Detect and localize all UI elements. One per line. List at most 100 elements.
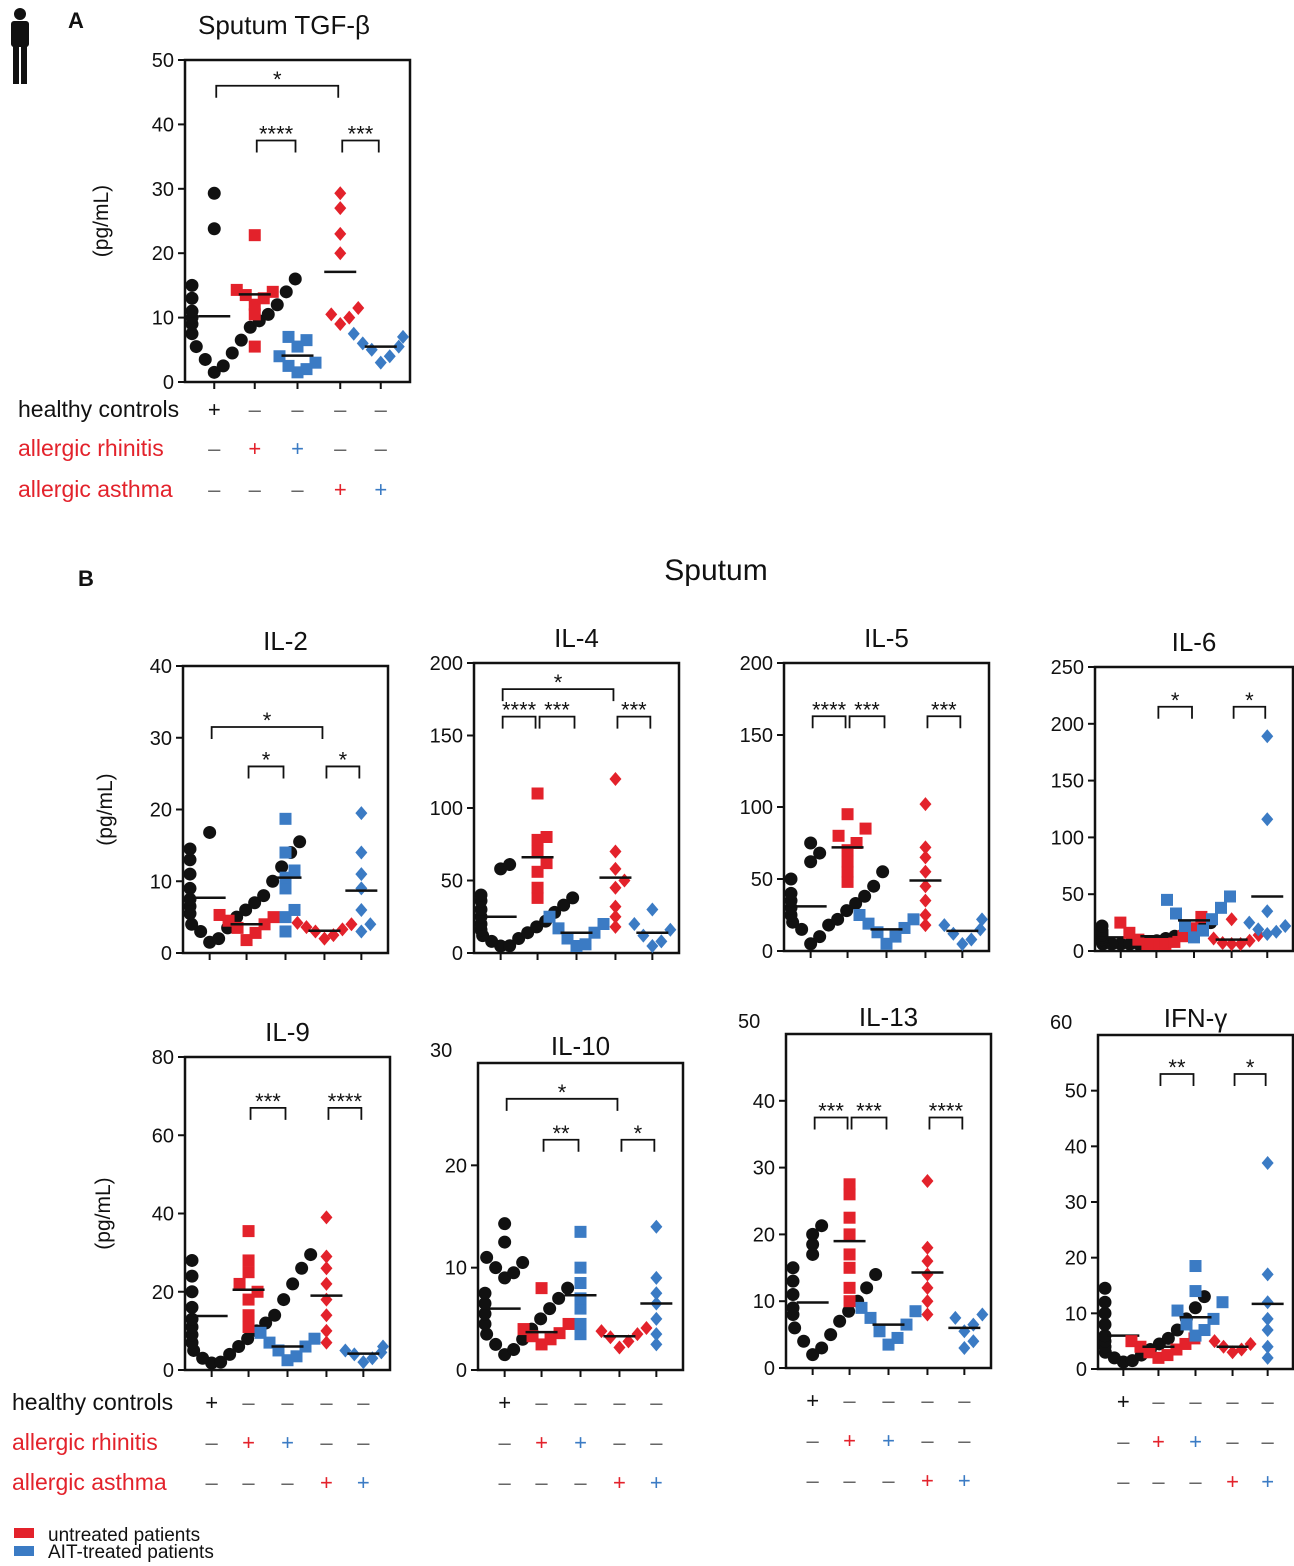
data-point-diamond: [631, 1327, 644, 1342]
y-tick-label: 0: [163, 372, 174, 394]
data-point-diamond: [640, 1321, 653, 1336]
data-point-square: [242, 1309, 255, 1322]
data-point-diamond: [1243, 933, 1256, 948]
significance-label: ***: [255, 1089, 281, 1114]
data-point-square: [242, 1225, 255, 1238]
group-sign-healthy: –: [958, 1388, 971, 1413]
data-point-diamond: [355, 867, 368, 882]
group-sign-rhinitis: –: [1262, 1429, 1275, 1454]
significance-bracket: [926, 715, 962, 729]
significance-bracket: [501, 688, 615, 702]
significance-label: ***: [931, 697, 957, 722]
data-point-circle: [189, 340, 203, 354]
data-point-diamond: [595, 1324, 608, 1339]
significance-bracket: [501, 715, 537, 729]
data-point-diamond: [609, 844, 622, 859]
data-point-diamond: [956, 937, 969, 951]
y-tick-label: 200: [430, 653, 463, 675]
y-tick-label: 100: [1051, 827, 1084, 849]
plot-frame: [1093, 665, 1294, 953]
group-sign-asthma: –: [535, 1470, 548, 1495]
data-point-circle: [480, 1250, 494, 1264]
data-point-circle: [480, 1327, 494, 1341]
data-point-square: [562, 1317, 575, 1330]
group-sign-asthma: –: [807, 1468, 820, 1493]
data-point-square: [266, 285, 279, 298]
data-point-circle: [784, 886, 798, 900]
significance-bracket: [616, 715, 652, 729]
data-point-circle: [795, 922, 809, 936]
data-point-square: [1224, 890, 1236, 903]
data-point-circle: [474, 888, 488, 902]
data-point-circle: [498, 1235, 512, 1249]
y-tick-label: 80: [152, 1047, 174, 1069]
significance-bracket: [1157, 705, 1193, 719]
data-point-circle: [196, 1351, 210, 1365]
legend-treated-label: AIT-treated patients: [48, 1542, 214, 1563]
data-point-diamond: [355, 881, 368, 896]
data-point-square: [1125, 1335, 1138, 1348]
y-axis-label: (pg/mL): [94, 773, 117, 845]
data-point-square: [873, 1325, 886, 1338]
significance-bracket: [325, 765, 361, 779]
data-point-circle: [552, 1291, 566, 1305]
data-point-square: [1114, 916, 1127, 929]
significance-bracket: [341, 139, 380, 153]
data-point-circle: [223, 1347, 237, 1361]
data-point-diamond: [355, 806, 368, 821]
significance-bracket: [1159, 1073, 1195, 1086]
group-sign-asthma: +: [921, 1468, 934, 1493]
y-tick-label: 0: [456, 1360, 467, 1382]
data-point-square: [254, 1326, 267, 1339]
data-point-circle: [214, 1355, 228, 1369]
data-point-circle: [806, 1247, 820, 1261]
y-tick-label: 30: [1065, 1192, 1087, 1214]
group-sign-rhinitis: –: [1117, 1429, 1130, 1454]
y-tick-label: 50: [1062, 884, 1084, 906]
data-point-square: [540, 831, 553, 843]
row-label-healthy: healthy controls: [12, 1389, 173, 1415]
data-point-circle: [207, 222, 221, 236]
row-label-asthma: allergic asthma: [18, 476, 173, 502]
data-point-square: [535, 1282, 548, 1295]
plot-frame: [183, 58, 412, 384]
data-point-square: [1198, 1324, 1211, 1337]
data-point-circle: [786, 1301, 800, 1315]
data-point-circle: [239, 903, 253, 917]
chart-title: IFN-γ: [1164, 1003, 1228, 1033]
group-sign-rhinitis: –: [208, 436, 221, 461]
chart-title: IL-2: [263, 626, 308, 656]
data-point-circle: [561, 1281, 575, 1295]
row-label-healthy: healthy controls: [18, 396, 179, 422]
data-point-diamond: [974, 922, 987, 937]
data-point-diamond: [967, 1334, 980, 1349]
group-sign-asthma: –: [499, 1470, 512, 1495]
data-point-square: [300, 334, 313, 347]
data-point-square: [288, 864, 301, 877]
data-point-diamond: [1207, 931, 1220, 946]
data-point-diamond: [365, 342, 378, 357]
data-point-circle: [275, 860, 289, 874]
data-point-diamond: [334, 226, 347, 241]
significance-bracket: [813, 1116, 849, 1130]
significance-label: **: [1168, 1055, 1186, 1080]
group-sign-healthy: –: [1262, 1389, 1275, 1414]
data-point-circle: [824, 1328, 838, 1342]
data-point-circle: [788, 1321, 802, 1335]
data-point-diamond: [628, 917, 641, 931]
data-point-circle: [849, 896, 863, 910]
data-point-square: [841, 808, 854, 821]
person-icon-leg-left: [13, 44, 19, 84]
data-point-circle: [831, 912, 845, 926]
group-sign-healthy: –: [535, 1390, 548, 1415]
data-point-diamond: [343, 310, 356, 325]
data-point-square: [841, 865, 854, 878]
data-point-square: [288, 903, 301, 916]
group-sign-healthy: +: [1117, 1389, 1130, 1414]
data-point-circle: [243, 320, 257, 334]
significance-label: *: [273, 67, 282, 92]
group-sign-asthma: +: [334, 477, 347, 502]
group-sign-healthy: –: [843, 1388, 856, 1413]
